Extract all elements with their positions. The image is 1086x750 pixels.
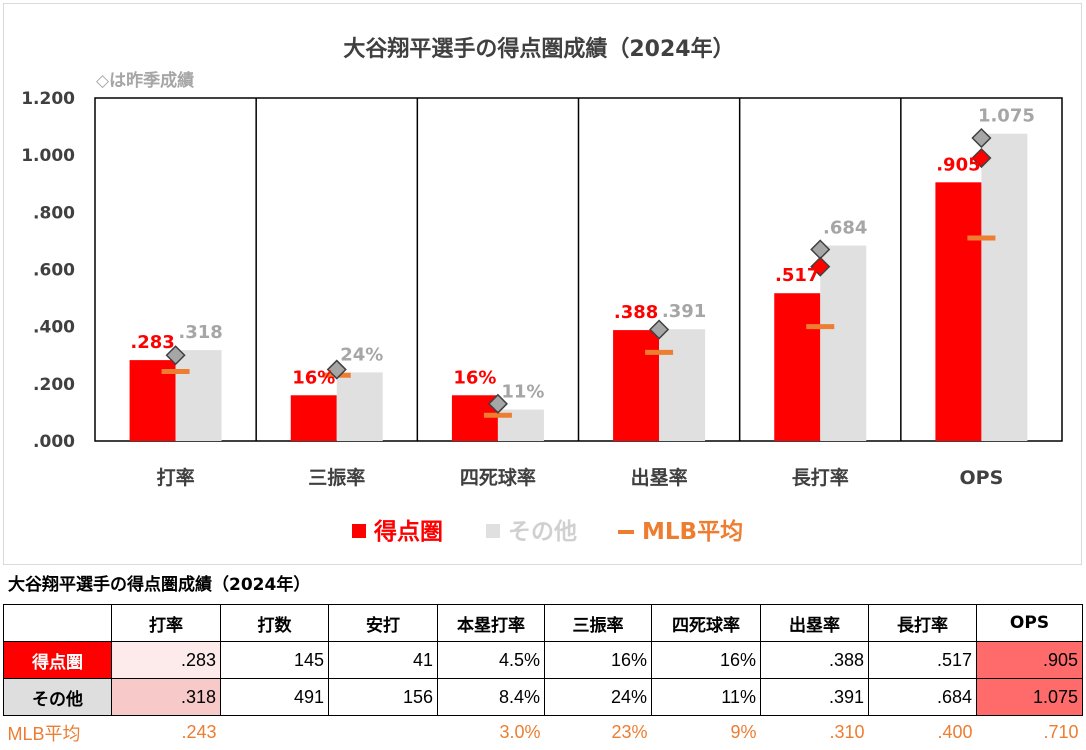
table-header-row: 打率 打数 安打 本塁打率 三振率 四死球率 出塁率 長打率 OPS bbox=[3, 604, 1083, 642]
table-row: その他 .318 491 156 8.4% 24% 11% .391.684 1.075 bbox=[3, 678, 1083, 716]
table-cell: 3.0% bbox=[499, 722, 541, 743]
table-cell: 156 bbox=[328, 678, 438, 716]
table-cell: 145 bbox=[220, 641, 329, 679]
chart-area: 大谷翔平選手の得点圏成績（2024年） ◇は昨季成績 .000 .200 .400 .60… bbox=[3, 3, 1082, 565]
column-header: 打率 bbox=[111, 604, 221, 642]
table-cell: 9% bbox=[730, 722, 757, 743]
data-label-other: 11% bbox=[501, 382, 544, 403]
x-tick-label: 四死球率 bbox=[460, 466, 536, 489]
last-season-other-marker bbox=[165, 345, 186, 366]
data-label-other: .391 bbox=[662, 301, 706, 322]
data-label-other: .318 bbox=[178, 322, 222, 343]
table-cell: 24% bbox=[544, 678, 652, 716]
y-tick-label: .200 bbox=[33, 375, 75, 395]
data-label-other: 1.075 bbox=[978, 106, 1035, 127]
table-cell: 23% bbox=[611, 722, 648, 743]
y-tick-label: .600 bbox=[33, 261, 75, 281]
table-cell: .684 bbox=[868, 678, 977, 716]
data-label-risp: 16% bbox=[292, 367, 335, 388]
y-tick-label: 1.200 bbox=[21, 89, 75, 109]
column-header: 本塁打率 bbox=[437, 604, 545, 642]
last-season-risp-marker bbox=[810, 256, 831, 277]
data-label-risp: .517 bbox=[775, 265, 819, 286]
y-tick-label: .000 bbox=[33, 432, 75, 452]
risp-chart: 大谷翔平選手の得点圏成績（2024年） ◇は昨季成績 .000 .200 .400 .60… bbox=[21, 36, 1063, 545]
table-cell bbox=[329, 716, 438, 750]
column-header: OPS bbox=[976, 604, 1083, 642]
chart-subtitle: ◇は昨季成績 bbox=[96, 70, 194, 91]
bar-other bbox=[336, 372, 383, 441]
column-header bbox=[3, 604, 112, 642]
table-cell: .391 bbox=[760, 678, 869, 716]
data-label-other: .684 bbox=[823, 217, 867, 238]
last-season-other-marker bbox=[649, 319, 670, 340]
last-season-other-marker bbox=[487, 393, 508, 414]
table-row: 得点圏 .283 145 41 4.5% 16% 16% .388.517.905 bbox=[3, 641, 1083, 679]
last-season-risp-marker bbox=[971, 147, 992, 169]
legend-label-other: その他 bbox=[508, 519, 577, 545]
y-tick-label: .800 bbox=[33, 203, 75, 223]
table-title: 大谷翔平選手の得点圏成績（2024年） bbox=[8, 575, 311, 595]
x-tick-label: OPS bbox=[960, 467, 1004, 489]
table-cell bbox=[221, 716, 329, 750]
bar-risp bbox=[290, 395, 337, 441]
data-label-risp: .283 bbox=[130, 332, 174, 353]
data-label-other: 24% bbox=[340, 344, 383, 365]
table-cell: 16% bbox=[651, 641, 761, 679]
row-label: MLB平均 bbox=[7, 723, 81, 744]
table-cell: 1.075 bbox=[976, 678, 1083, 716]
x-tick-label: 出塁率 bbox=[631, 466, 688, 489]
row-label: その他 bbox=[3, 678, 112, 716]
table-cell: .710 bbox=[1043, 722, 1079, 743]
last-season-other-marker bbox=[971, 127, 992, 149]
bar-other bbox=[820, 245, 867, 441]
data-label-risp: 16% bbox=[453, 367, 496, 388]
table-cell: 41 bbox=[328, 641, 438, 679]
table-cell: .243 bbox=[181, 722, 217, 743]
row-label: 得点圏 bbox=[3, 641, 112, 679]
table-cell: .905 bbox=[976, 641, 1083, 679]
table-cell: 8.4% bbox=[437, 678, 545, 716]
table-cell: 4.5% bbox=[437, 641, 545, 679]
x-tick-label: 三振率 bbox=[308, 466, 365, 489]
stats-table: 打率 打数 安打 本塁打率 三振率 四死球率 出塁率 長打率 OPS 得点圏 .283 145 41 4.… bbox=[3, 604, 1083, 750]
column-header: 安打 bbox=[328, 604, 438, 642]
table-cell: .517 bbox=[868, 641, 977, 679]
data-label-risp: .388 bbox=[614, 302, 658, 323]
bar-risp bbox=[774, 293, 821, 441]
table-cell: 16% bbox=[544, 641, 652, 679]
table-cell: .310 bbox=[829, 722, 865, 743]
table-cell: .400 bbox=[937, 722, 973, 743]
column-header: 打数 bbox=[220, 604, 329, 642]
bar-risp bbox=[935, 182, 982, 441]
bar-other bbox=[981, 133, 1028, 441]
legend-swatch-other bbox=[486, 524, 500, 538]
table-cell: .318 bbox=[111, 678, 221, 716]
legend-label-mlb: MLB平均 bbox=[642, 518, 743, 545]
data-label-risp: .905 bbox=[936, 154, 980, 175]
x-tick-label: 長打率 bbox=[792, 466, 849, 489]
column-header: 三振率 bbox=[544, 604, 652, 642]
column-header: 長打率 bbox=[868, 604, 977, 642]
column-header: 出塁率 bbox=[760, 604, 869, 642]
x-tick-label: 打率 bbox=[157, 466, 195, 489]
table-cell: 491 bbox=[220, 678, 329, 716]
column-header: 四死球率 bbox=[651, 604, 761, 642]
bar-risp bbox=[613, 330, 660, 441]
y-tick-label: .400 bbox=[33, 318, 75, 338]
table-cell: .283 bbox=[111, 641, 221, 679]
chart-title: 大谷翔平選手の得点圏成績（2024年） bbox=[343, 36, 734, 62]
table-cell: .388 bbox=[760, 641, 869, 679]
mlb-average-row: MLB平均 .243 3.0% 23% 9% .310 .400 .710 bbox=[4, 716, 1083, 750]
legend-swatch-risp bbox=[352, 524, 366, 538]
table-cell: 11% bbox=[651, 678, 761, 716]
bar-other bbox=[659, 329, 706, 441]
y-tick-label: 1.000 bbox=[21, 146, 75, 166]
bar-other bbox=[175, 350, 222, 441]
last-season-other-marker bbox=[326, 359, 347, 380]
legend-label-risp: 得点圏 bbox=[373, 518, 443, 545]
